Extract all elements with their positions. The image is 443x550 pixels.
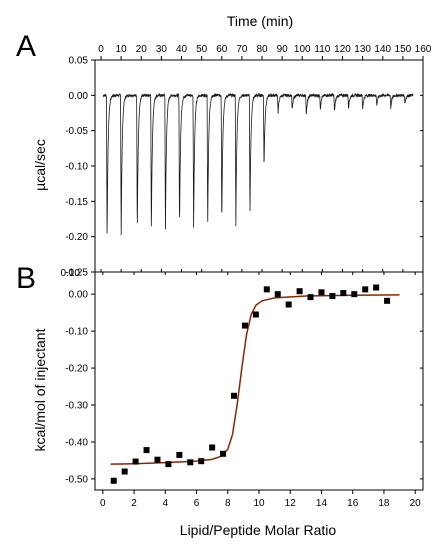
panel-a-x-tick-label: 120 — [334, 44, 351, 55]
panel-b-x-tick-label: 4 — [163, 498, 169, 509]
panel-a-y-ticks: 0.05 0.00 -0.05 -0.10 -0.15 -0.20 -0.25 — [65, 56, 423, 279]
panel-b-y-tick-label: -0.20 — [65, 364, 88, 375]
panel-b-data-point — [176, 451, 183, 458]
panel-b-x-tick-label: 0 — [100, 498, 106, 509]
panel-b-data-point — [252, 311, 259, 318]
panel-a-x-tick-label: 20 — [136, 44, 148, 55]
panel-b-data-point — [132, 458, 139, 465]
panel-b-data-point — [165, 461, 172, 468]
panel-b-letter: B — [16, 262, 36, 295]
panel-b-data-point — [384, 297, 391, 304]
panel-b-x-tick-label: 14 — [316, 498, 328, 509]
panel-b-y-tick-label: 0.00 — [69, 290, 89, 301]
panel-b-x-axis-title: Lipid/Peptide Molar Ratio — [180, 522, 337, 538]
panel-b-x-tick-label: 20 — [410, 498, 422, 509]
panel-a-x-tick-label: 80 — [256, 44, 268, 55]
panel-a-y-tick-label: 0.05 — [69, 56, 89, 67]
panel-b-data-point — [154, 456, 161, 463]
panel-b-data-point — [121, 468, 128, 475]
panel-a-y-axis-title: µcal/sec — [32, 139, 48, 191]
panel-b-data-point — [362, 286, 369, 293]
panel-b-data-point — [241, 322, 248, 329]
panel-a-x-tick-label: 160 — [415, 44, 432, 55]
panel-b-data-point — [329, 293, 336, 300]
panel-b-x-ticks: 0 2 4 6 8 10 12 14 16 18 20 — [100, 272, 421, 509]
panel-a-x-axis-title: Time (min) — [227, 13, 293, 29]
panel-b-data-point — [187, 459, 194, 466]
panel-b-plot-frame — [94, 271, 424, 491]
panel-a-thermogram-trace — [102, 92, 414, 236]
panel-b-data-point — [296, 288, 303, 295]
panel-b-data-points — [110, 284, 391, 484]
panel-b-data-point — [373, 284, 380, 291]
panel-b-data-point — [351, 291, 358, 298]
panel-b-y-tick-label: -0.50 — [65, 474, 88, 485]
panel-a-plot-frame — [94, 59, 424, 273]
panel-a-x-tick-label: 70 — [236, 44, 248, 55]
panel-b-x-tick-label: 6 — [194, 498, 200, 509]
panel-a-x-tick-label: 40 — [176, 44, 188, 55]
panel-b-y-tick-label: -0.30 — [65, 401, 88, 412]
panel-b-x-tick-label: 8 — [225, 498, 231, 509]
panel-b-data-point — [220, 450, 227, 457]
panel-a-y-tick-label: 0.00 — [69, 91, 89, 102]
panel-b-y-tick-label: -0.40 — [65, 437, 88, 448]
panel-b-data-point — [307, 294, 314, 301]
panel-b-x-tick-label: 12 — [285, 498, 297, 509]
panel-a-y-tick-label: -0.25 — [65, 268, 88, 279]
panel-a: A Time (min) µcal/sec 0 10 20 30 40 50 60 70 80 9… — [16, 13, 432, 279]
panel-b: B Lipid/Peptide Molar Ratio kcal/mol of … — [16, 262, 424, 538]
panel-a-x-tick-label: 50 — [196, 44, 208, 55]
panel-b-data-point — [110, 477, 117, 484]
panel-a-y-tick-label: -0.15 — [65, 197, 88, 208]
panel-b-data-point — [209, 444, 216, 451]
panel-a-letter: A — [16, 30, 36, 63]
panel-b-data-point — [285, 301, 292, 308]
panel-a-x-tick-label: 140 — [374, 44, 391, 55]
panel-a-x-tick-label: 150 — [395, 44, 412, 55]
panel-a-x-tick-label: 110 — [314, 44, 330, 55]
panel-b-data-point — [318, 289, 325, 296]
panel-b-x-tick-label: 18 — [378, 498, 390, 509]
panel-b-fit-curve — [110, 294, 400, 465]
panel-a-y-tick-label: -0.10 — [65, 162, 88, 173]
panel-a-x-tick-label: 30 — [156, 44, 168, 55]
panel-a-x-tick-label: 90 — [277, 44, 289, 55]
panel-a-x-tick-label: 0 — [98, 44, 104, 55]
panel-a-x-tick-label: 130 — [354, 44, 371, 55]
panel-b-data-point — [231, 392, 238, 399]
panel-b-y-axis-title: kcal/mol of injectant — [32, 328, 48, 451]
panel-b-data-point — [274, 291, 281, 298]
panel-a-y-tick-label: -0.05 — [65, 126, 88, 137]
panel-a-y-tick-label: -0.20 — [65, 232, 88, 243]
panel-b-data-point — [198, 458, 205, 465]
panel-a-x-tick-label: 10 — [116, 44, 128, 55]
panel-b-x-tick-label: 10 — [253, 498, 265, 509]
panel-b-x-tick-label: 2 — [131, 498, 137, 509]
panel-b-data-point — [340, 290, 347, 297]
panel-b-data-point — [143, 447, 150, 454]
panel-b-y-ticks: 0.00 -0.10 -0.20 -0.30 -0.40 -0.50 — [65, 290, 423, 485]
panel-a-x-tick-label: 100 — [294, 44, 311, 55]
panel-b-data-point — [263, 286, 270, 293]
panel-b-extra-top-tick-label: 0.10 — [61, 268, 81, 279]
panel-b-y-tick-label: -0.10 — [65, 327, 88, 338]
panel-a-x-ticks: 0 10 20 30 40 50 60 70 80 90 100 110 120 130 140 150 160 — [98, 44, 432, 272]
panel-b-x-tick-label: 16 — [347, 498, 359, 509]
panel-a-x-tick-label: 60 — [216, 44, 228, 55]
